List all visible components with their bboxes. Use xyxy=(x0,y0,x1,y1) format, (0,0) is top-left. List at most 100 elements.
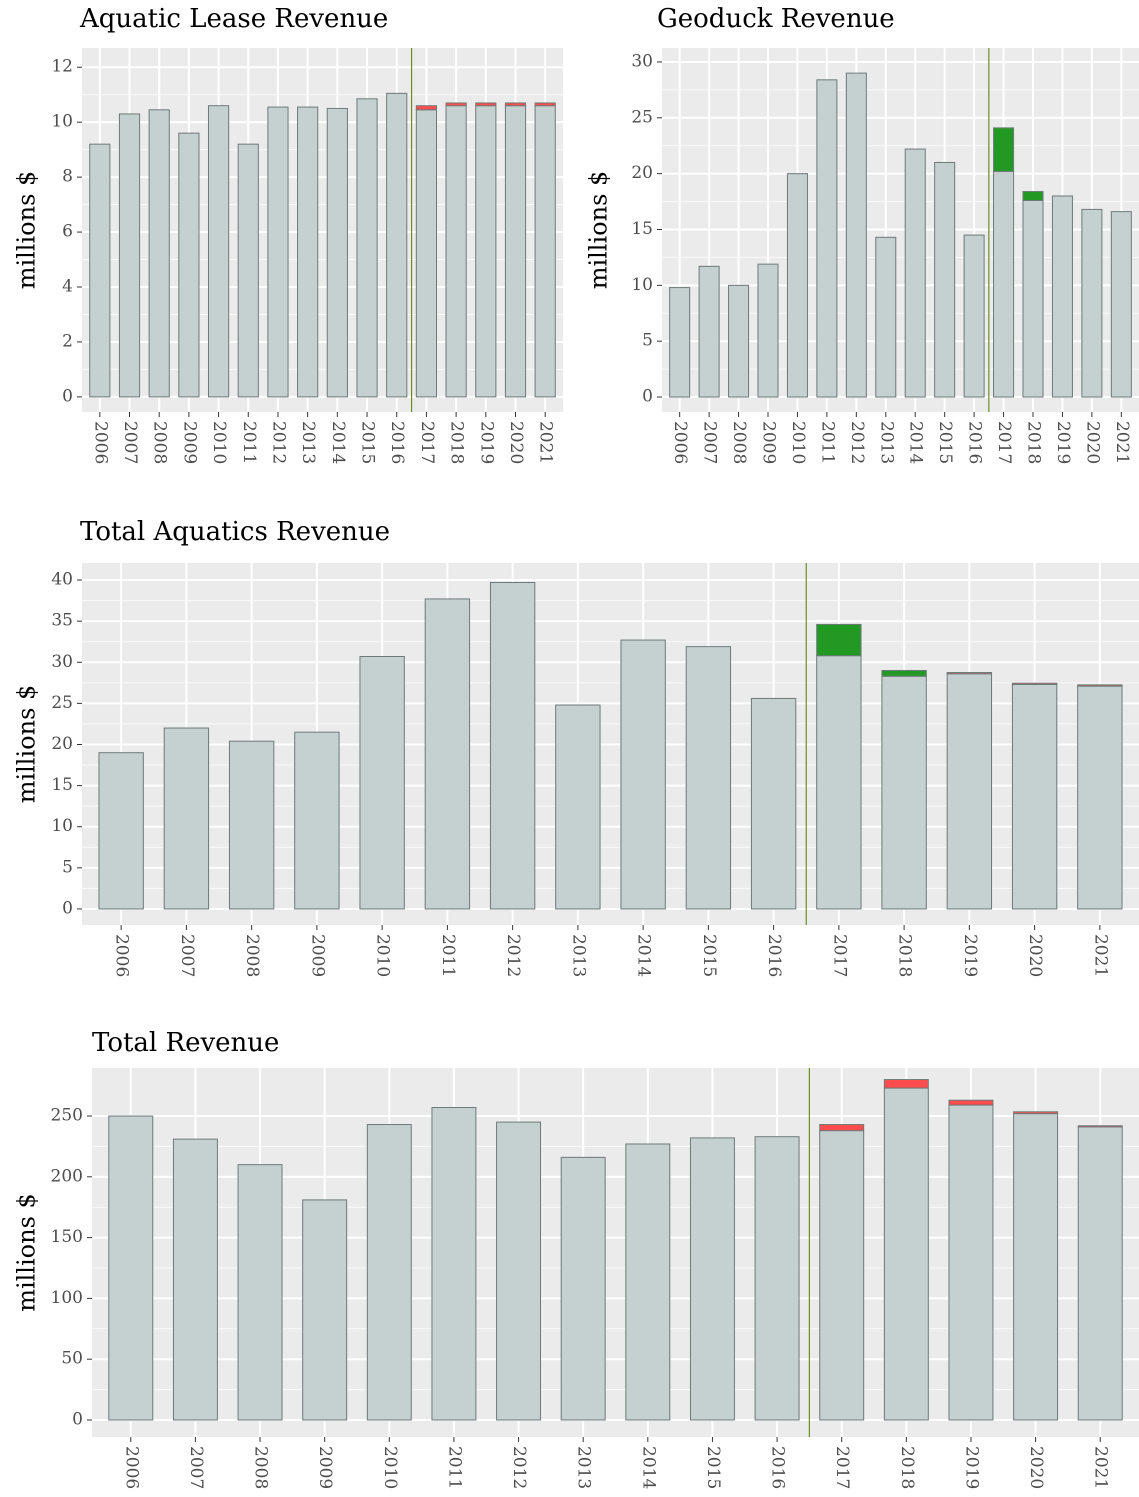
y-tick-label: 20 xyxy=(51,734,73,754)
x-tick-label: 2019 xyxy=(1053,421,1073,464)
x-tick-label: 2013 xyxy=(298,421,318,464)
x-tick-label: 2008 xyxy=(251,1446,271,1489)
bar-segment xyxy=(1011,682,1058,685)
x-tick-label: 2018 xyxy=(895,934,915,977)
bar-segment xyxy=(620,639,666,910)
bar-segment xyxy=(118,113,141,398)
x-tick-label: 2008 xyxy=(242,934,262,977)
chart-title: Total Aquatics Revenue xyxy=(80,517,390,547)
bar-segment xyxy=(431,1107,477,1421)
x-tick-label: 2014 xyxy=(634,934,654,977)
x-tick-label: 2012 xyxy=(847,421,867,464)
x-tick-label: 2020 xyxy=(1026,1446,1046,1489)
bar-segment xyxy=(1077,684,1123,687)
y-tick-label: 25 xyxy=(631,107,653,127)
y-tick-label: 6 xyxy=(62,222,73,242)
y-tick-label: 10 xyxy=(631,275,653,295)
bar-segment xyxy=(883,1079,929,1089)
y-tick-label: 12 xyxy=(51,57,73,77)
x-tick-label: 2006 xyxy=(121,1446,141,1489)
x-tick-label: 2018 xyxy=(447,421,467,464)
bar-segment xyxy=(424,598,471,910)
y-tick-label: 10 xyxy=(51,816,73,836)
y-tick-label: 200 xyxy=(51,1166,83,1186)
bar-segment xyxy=(946,672,993,675)
x-tick-label: 2014 xyxy=(906,421,926,464)
bar-segment xyxy=(267,106,289,398)
y-tick-label: 20 xyxy=(631,163,653,183)
y-tick-label: 5 xyxy=(642,331,653,351)
bar-segment xyxy=(786,173,808,398)
x-tick-label: 2010 xyxy=(373,934,393,977)
bar-segment xyxy=(993,170,1015,398)
bar-segment xyxy=(698,265,720,398)
bar-segment xyxy=(1110,211,1132,398)
y-tick-label: 0 xyxy=(62,898,73,918)
chart-title: Total Revenue xyxy=(92,1028,279,1058)
y-tick-label: 8 xyxy=(62,167,73,187)
x-tick-label: 2017 xyxy=(417,421,437,464)
bar-segment xyxy=(757,263,779,398)
bar-segment xyxy=(386,92,408,398)
bar-segment xyxy=(685,646,732,910)
bar-segment xyxy=(1081,208,1103,398)
bar-segment xyxy=(948,1099,994,1106)
y-tick-label: 10 xyxy=(51,112,73,132)
bar-segment xyxy=(963,234,985,398)
x-tick-label: 2019 xyxy=(961,1446,981,1489)
x-tick-label: 2014 xyxy=(328,421,348,464)
bar-segment xyxy=(754,1136,800,1421)
x-tick-label: 2007 xyxy=(186,1446,206,1489)
x-tick-label: 2007 xyxy=(700,421,720,464)
x-tick-label: 2013 xyxy=(876,421,896,464)
x-tick-label: 2008 xyxy=(729,421,749,464)
y-tick-label: 50 xyxy=(61,1349,83,1369)
x-tick-label: 2011 xyxy=(817,421,837,464)
bar-segment xyxy=(819,1130,865,1421)
bar-segment xyxy=(560,1156,606,1421)
x-tick-label: 2016 xyxy=(764,934,784,977)
bar-segment xyxy=(237,1164,283,1421)
x-tick-label: 2016 xyxy=(387,421,407,464)
bar-segment xyxy=(489,581,536,910)
bar-segment xyxy=(504,105,527,398)
bar-segment xyxy=(302,1199,348,1421)
x-tick-label: 2017 xyxy=(829,934,849,977)
x-tick-label: 2020 xyxy=(506,421,526,464)
bar-segment xyxy=(816,655,862,910)
x-tick-label: 2006 xyxy=(90,421,110,464)
y-tick-label: 40 xyxy=(51,570,73,590)
x-tick-label: 2014 xyxy=(638,1446,658,1489)
x-tick-label: 2020 xyxy=(1082,421,1102,464)
bar-segment xyxy=(1013,1113,1059,1421)
bar-segment xyxy=(356,98,378,398)
y-tick-label: 0 xyxy=(62,386,73,406)
x-tick-label: 2008 xyxy=(150,421,170,464)
x-tick-label: 2006 xyxy=(670,421,690,464)
bar-segment xyxy=(163,727,210,910)
y-axis-label: millions $ xyxy=(13,1193,41,1312)
x-tick-label: 2021 xyxy=(1091,1446,1111,1489)
bar-segment xyxy=(875,236,897,398)
x-tick-label: 2009 xyxy=(179,421,199,464)
x-tick-label: 2016 xyxy=(768,1446,788,1489)
bar-segment xyxy=(1022,191,1044,201)
x-tick-label: 2018 xyxy=(897,1446,917,1489)
bar-segment xyxy=(1011,683,1058,910)
bar-segment xyxy=(816,79,838,398)
bar-segment xyxy=(148,109,170,398)
x-tick-label: 2013 xyxy=(574,1446,594,1489)
bar-segment xyxy=(881,669,927,677)
bar-segment xyxy=(1077,1125,1123,1128)
bar-segment xyxy=(883,1087,929,1421)
bar-segment xyxy=(98,752,144,910)
bar-segment xyxy=(948,1104,994,1421)
bar-segment xyxy=(445,105,467,398)
y-tick-label: 30 xyxy=(51,652,73,672)
bar-segment xyxy=(475,105,497,398)
bar-segment xyxy=(1077,685,1123,910)
bar-segment xyxy=(415,105,438,111)
bar-segment xyxy=(359,656,405,910)
bar-segment xyxy=(237,143,259,398)
